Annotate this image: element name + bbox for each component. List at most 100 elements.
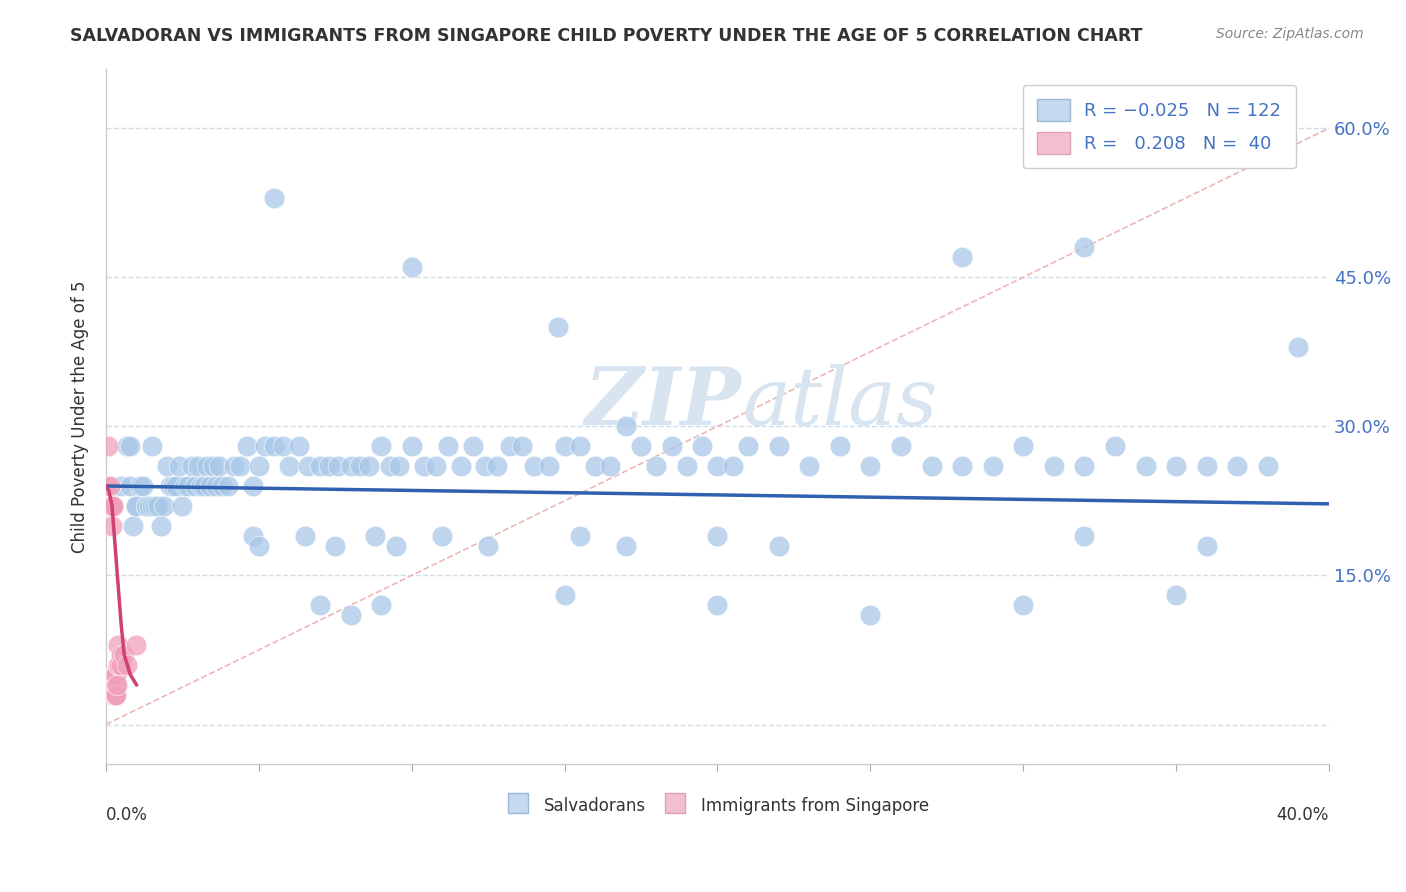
Point: [309, 599, 332, 613]
Point: [104, 688, 127, 702]
Text: ZIP: ZIP: [585, 364, 742, 442]
Point: [425, 459, 447, 474]
Point: [676, 459, 699, 474]
Point: [271, 439, 294, 453]
Point: [950, 459, 973, 474]
Point: [263, 191, 285, 205]
Point: [323, 539, 346, 553]
Point: [107, 657, 129, 672]
Point: [98, 479, 121, 493]
Point: [162, 479, 184, 493]
Point: [104, 678, 127, 692]
Point: [110, 657, 132, 672]
Point: [645, 459, 668, 474]
Point: [135, 499, 157, 513]
Point: [630, 439, 652, 453]
Point: [97, 499, 120, 513]
Point: [117, 439, 139, 453]
Point: [105, 678, 128, 692]
Point: [125, 499, 148, 513]
Point: [153, 499, 176, 513]
Point: [614, 539, 637, 553]
Point: [165, 479, 187, 493]
Point: [538, 459, 561, 474]
Point: [437, 439, 460, 453]
Point: [180, 459, 202, 474]
Point: [706, 459, 728, 474]
Point: [120, 479, 142, 493]
Point: [198, 479, 221, 493]
Point: [432, 529, 454, 543]
Point: [110, 648, 132, 662]
Point: [131, 479, 153, 493]
Legend: Salvadorans, Immigrants from Singapore: Salvadorans, Immigrants from Singapore: [499, 789, 936, 822]
Point: [100, 499, 122, 513]
Point: [294, 529, 316, 543]
Point: [828, 439, 851, 453]
Point: [1012, 599, 1035, 613]
Point: [583, 459, 606, 474]
Point: [101, 499, 124, 513]
Point: [125, 499, 148, 513]
Point: [461, 439, 484, 453]
Point: [103, 688, 125, 702]
Point: [177, 479, 200, 493]
Point: [217, 479, 239, 493]
Point: [890, 439, 912, 453]
Point: [208, 459, 231, 474]
Point: [122, 518, 145, 533]
Point: [159, 479, 181, 493]
Point: [138, 499, 160, 513]
Point: [921, 459, 943, 474]
Point: [568, 529, 591, 543]
Point: [1195, 539, 1218, 553]
Point: [156, 459, 179, 474]
Point: [104, 668, 127, 682]
Point: [263, 439, 285, 453]
Point: [554, 588, 576, 602]
Point: [388, 459, 411, 474]
Point: [1104, 439, 1126, 453]
Point: [98, 499, 121, 513]
Point: [364, 529, 387, 543]
Point: [183, 479, 205, 493]
Point: [981, 459, 1004, 474]
Point: [195, 459, 218, 474]
Point: [110, 479, 132, 493]
Point: [242, 529, 264, 543]
Point: [1226, 459, 1249, 474]
Point: [547, 320, 569, 334]
Point: [103, 668, 125, 682]
Point: [224, 459, 246, 474]
Point: [477, 539, 499, 553]
Point: [413, 459, 436, 474]
Point: [1073, 529, 1095, 543]
Point: [1286, 340, 1309, 354]
Point: [614, 419, 637, 434]
Y-axis label: Child Poverty Under the Age of 5: Child Poverty Under the Age of 5: [72, 280, 89, 553]
Point: [278, 459, 301, 474]
Point: [98, 499, 121, 513]
Point: [401, 260, 423, 275]
Point: [146, 499, 169, 513]
Point: [247, 539, 270, 553]
Point: [450, 459, 472, 474]
Point: [100, 499, 122, 513]
Point: [107, 638, 129, 652]
Point: [328, 459, 350, 474]
Point: [1166, 459, 1188, 474]
Point: [97, 499, 120, 513]
Point: [103, 668, 125, 682]
Point: [205, 479, 228, 493]
Point: [554, 439, 576, 453]
Text: SALVADORAN VS IMMIGRANTS FROM SINGAPORE CHILD POVERTY UNDER THE AGE OF 5 CORRELA: SALVADORAN VS IMMIGRANTS FROM SINGAPORE …: [70, 27, 1143, 45]
Point: [100, 499, 122, 513]
Point: [401, 439, 423, 453]
Point: [97, 499, 120, 513]
Point: [190, 479, 212, 493]
Point: [297, 459, 319, 474]
Point: [187, 459, 209, 474]
Text: 0.0%: 0.0%: [105, 806, 148, 824]
Point: [721, 459, 744, 474]
Text: atlas: atlas: [742, 364, 938, 442]
